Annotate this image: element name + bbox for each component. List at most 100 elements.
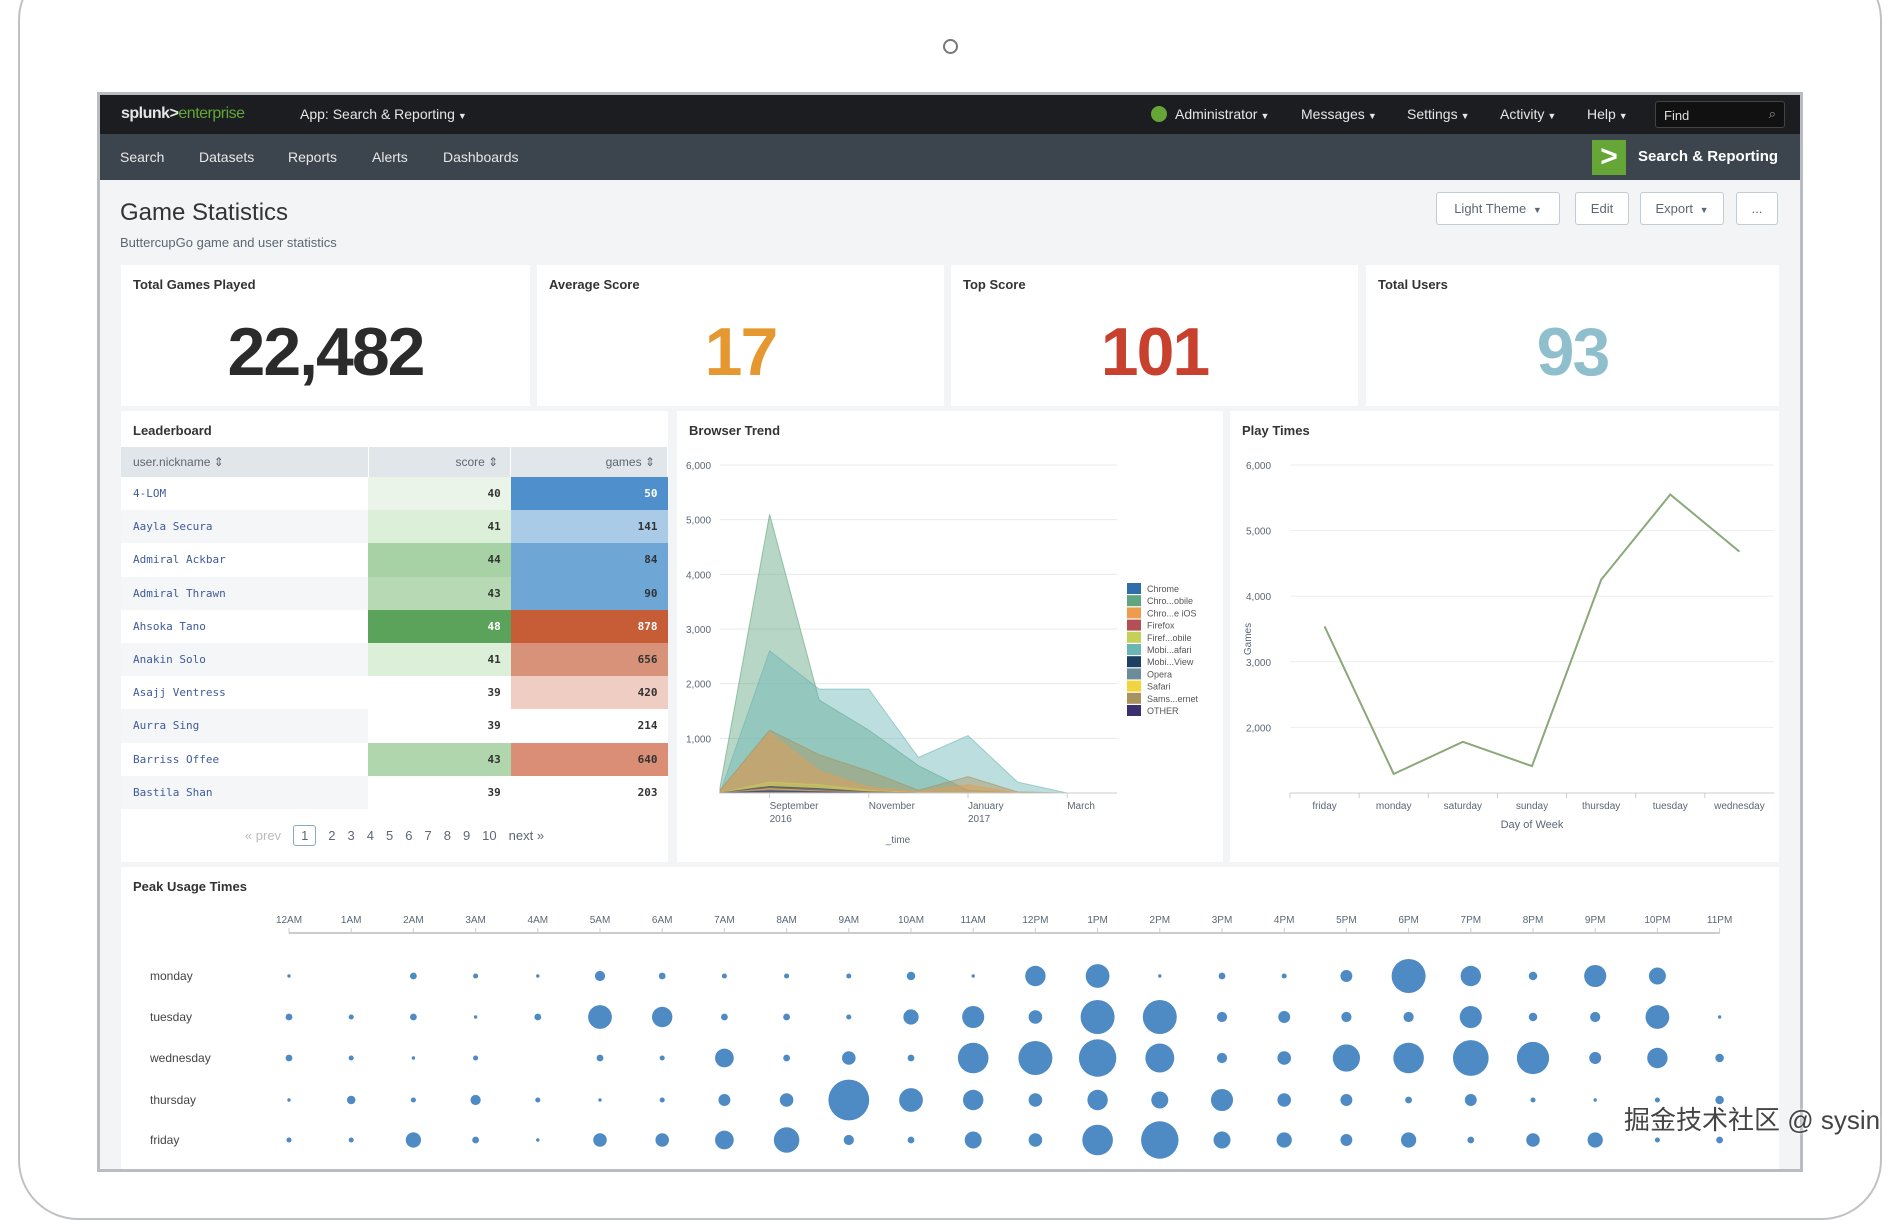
hour-label: 11AM bbox=[961, 915, 986, 926]
bubble bbox=[287, 974, 290, 977]
legend-swatch bbox=[1127, 644, 1141, 655]
legend-swatch bbox=[1127, 656, 1141, 667]
bubble bbox=[1405, 1097, 1412, 1104]
bubble bbox=[1143, 1000, 1177, 1034]
x-tick-label: November bbox=[869, 801, 916, 812]
bubble bbox=[1647, 1048, 1667, 1068]
hour-label: 9PM bbox=[1585, 915, 1606, 926]
charts-layer: 1,0002,0003,0004,0005,0006,000September2… bbox=[100, 95, 1803, 1172]
legend-swatch bbox=[1127, 668, 1141, 679]
bubble bbox=[715, 1131, 734, 1150]
hour-label: 3PM bbox=[1212, 915, 1233, 926]
bubble bbox=[471, 1095, 481, 1105]
bubble bbox=[1277, 1051, 1291, 1065]
bubble bbox=[1087, 1090, 1107, 1110]
bubble bbox=[1460, 1006, 1482, 1028]
bubble bbox=[1018, 1041, 1052, 1075]
bubble bbox=[595, 971, 605, 981]
bubble bbox=[1517, 1042, 1549, 1074]
hour-label: 7AM bbox=[714, 915, 735, 926]
x-tick-label: sunday bbox=[1516, 801, 1548, 812]
x-tick-label: wednesday bbox=[1713, 801, 1765, 812]
bubble bbox=[1340, 1134, 1352, 1146]
bubble bbox=[473, 973, 478, 978]
bubble bbox=[1715, 1054, 1724, 1063]
bubble bbox=[473, 1055, 478, 1060]
y-tick-label: 4,000 bbox=[1246, 592, 1271, 603]
bubble bbox=[1529, 1013, 1538, 1022]
bubble bbox=[1461, 966, 1481, 986]
hour-label: 2AM bbox=[403, 915, 424, 926]
bubble bbox=[1589, 1052, 1601, 1064]
legend-label: Mobi...View bbox=[1147, 657, 1194, 667]
legend-label: Chro...e iOS bbox=[1147, 608, 1197, 618]
bubble bbox=[1453, 1040, 1489, 1076]
bubble bbox=[474, 1015, 477, 1018]
legend-label: Mobi...afari bbox=[1147, 645, 1192, 655]
hour-label: 4PM bbox=[1274, 915, 1295, 926]
y-tick-label: 6,000 bbox=[1246, 461, 1271, 472]
bubble bbox=[1392, 959, 1426, 993]
legend-label: Chro...obile bbox=[1147, 596, 1193, 606]
bubble bbox=[1526, 1133, 1540, 1147]
bubble bbox=[472, 1137, 479, 1144]
legend-label: Firef...obile bbox=[1147, 633, 1192, 643]
camera-icon bbox=[943, 39, 958, 54]
bubble bbox=[1219, 973, 1226, 980]
bubble bbox=[1529, 972, 1538, 981]
bubble bbox=[908, 1137, 915, 1144]
bubble bbox=[1029, 1010, 1043, 1024]
bubble bbox=[780, 1093, 794, 1107]
legend-swatch bbox=[1127, 595, 1141, 606]
bubble bbox=[1467, 1137, 1474, 1144]
bubble bbox=[828, 1080, 869, 1121]
x-tick-label: thursday bbox=[1582, 801, 1620, 812]
bubble bbox=[660, 1055, 665, 1060]
bubble bbox=[842, 1051, 856, 1065]
hour-label: 4AM bbox=[528, 915, 549, 926]
x-tick-label: friday bbox=[1312, 801, 1336, 812]
bubble bbox=[411, 1097, 416, 1102]
y-tick-label: 3,000 bbox=[1246, 658, 1271, 669]
bubble bbox=[846, 973, 851, 978]
legend-swatch bbox=[1127, 693, 1141, 704]
bubble bbox=[965, 1132, 982, 1149]
bubble bbox=[972, 974, 975, 977]
x-tick-label: September bbox=[770, 801, 820, 812]
bubble bbox=[846, 1014, 851, 1019]
bubble bbox=[349, 1014, 354, 1019]
bubble bbox=[907, 972, 916, 981]
bubble bbox=[1401, 1132, 1416, 1147]
hour-label: 8PM bbox=[1523, 915, 1544, 926]
bubble bbox=[1211, 1089, 1233, 1111]
play-times-line bbox=[1325, 495, 1740, 774]
watermark: 掘金技术社区 @ sysin bbox=[1624, 1100, 1880, 1137]
bubble bbox=[286, 1014, 293, 1021]
day-label: tuesday bbox=[150, 1010, 192, 1024]
bubble bbox=[1277, 1093, 1291, 1107]
hour-label: 6AM bbox=[652, 915, 673, 926]
bubble bbox=[597, 1055, 604, 1062]
legend-label: Opera bbox=[1147, 669, 1172, 679]
bubble bbox=[349, 1055, 354, 1060]
bubble bbox=[1217, 1012, 1227, 1022]
bubble bbox=[1025, 966, 1045, 986]
bubble bbox=[899, 1088, 923, 1112]
splunk-window: splunk>enterprise App: Search & Reportin… bbox=[97, 92, 1803, 1172]
legend-label: Firefox bbox=[1147, 621, 1175, 631]
x-tick-label: tuesday bbox=[1653, 801, 1688, 812]
legend-swatch bbox=[1127, 632, 1141, 643]
bubble bbox=[1340, 970, 1352, 982]
legend-label: Chrome bbox=[1147, 584, 1179, 594]
y-tick-label: 4,000 bbox=[686, 570, 711, 581]
bubble bbox=[1217, 1053, 1227, 1063]
x-tick-label: 2016 bbox=[770, 814, 793, 825]
bubble bbox=[349, 1137, 354, 1142]
hour-label: 12PM bbox=[1022, 915, 1048, 926]
bubble bbox=[903, 1009, 918, 1024]
bubble bbox=[1081, 1000, 1115, 1034]
x-tick-label: saturday bbox=[1444, 801, 1482, 812]
day-label: thursday bbox=[150, 1093, 196, 1107]
bubble bbox=[286, 1055, 293, 1062]
bubble bbox=[286, 1137, 291, 1142]
